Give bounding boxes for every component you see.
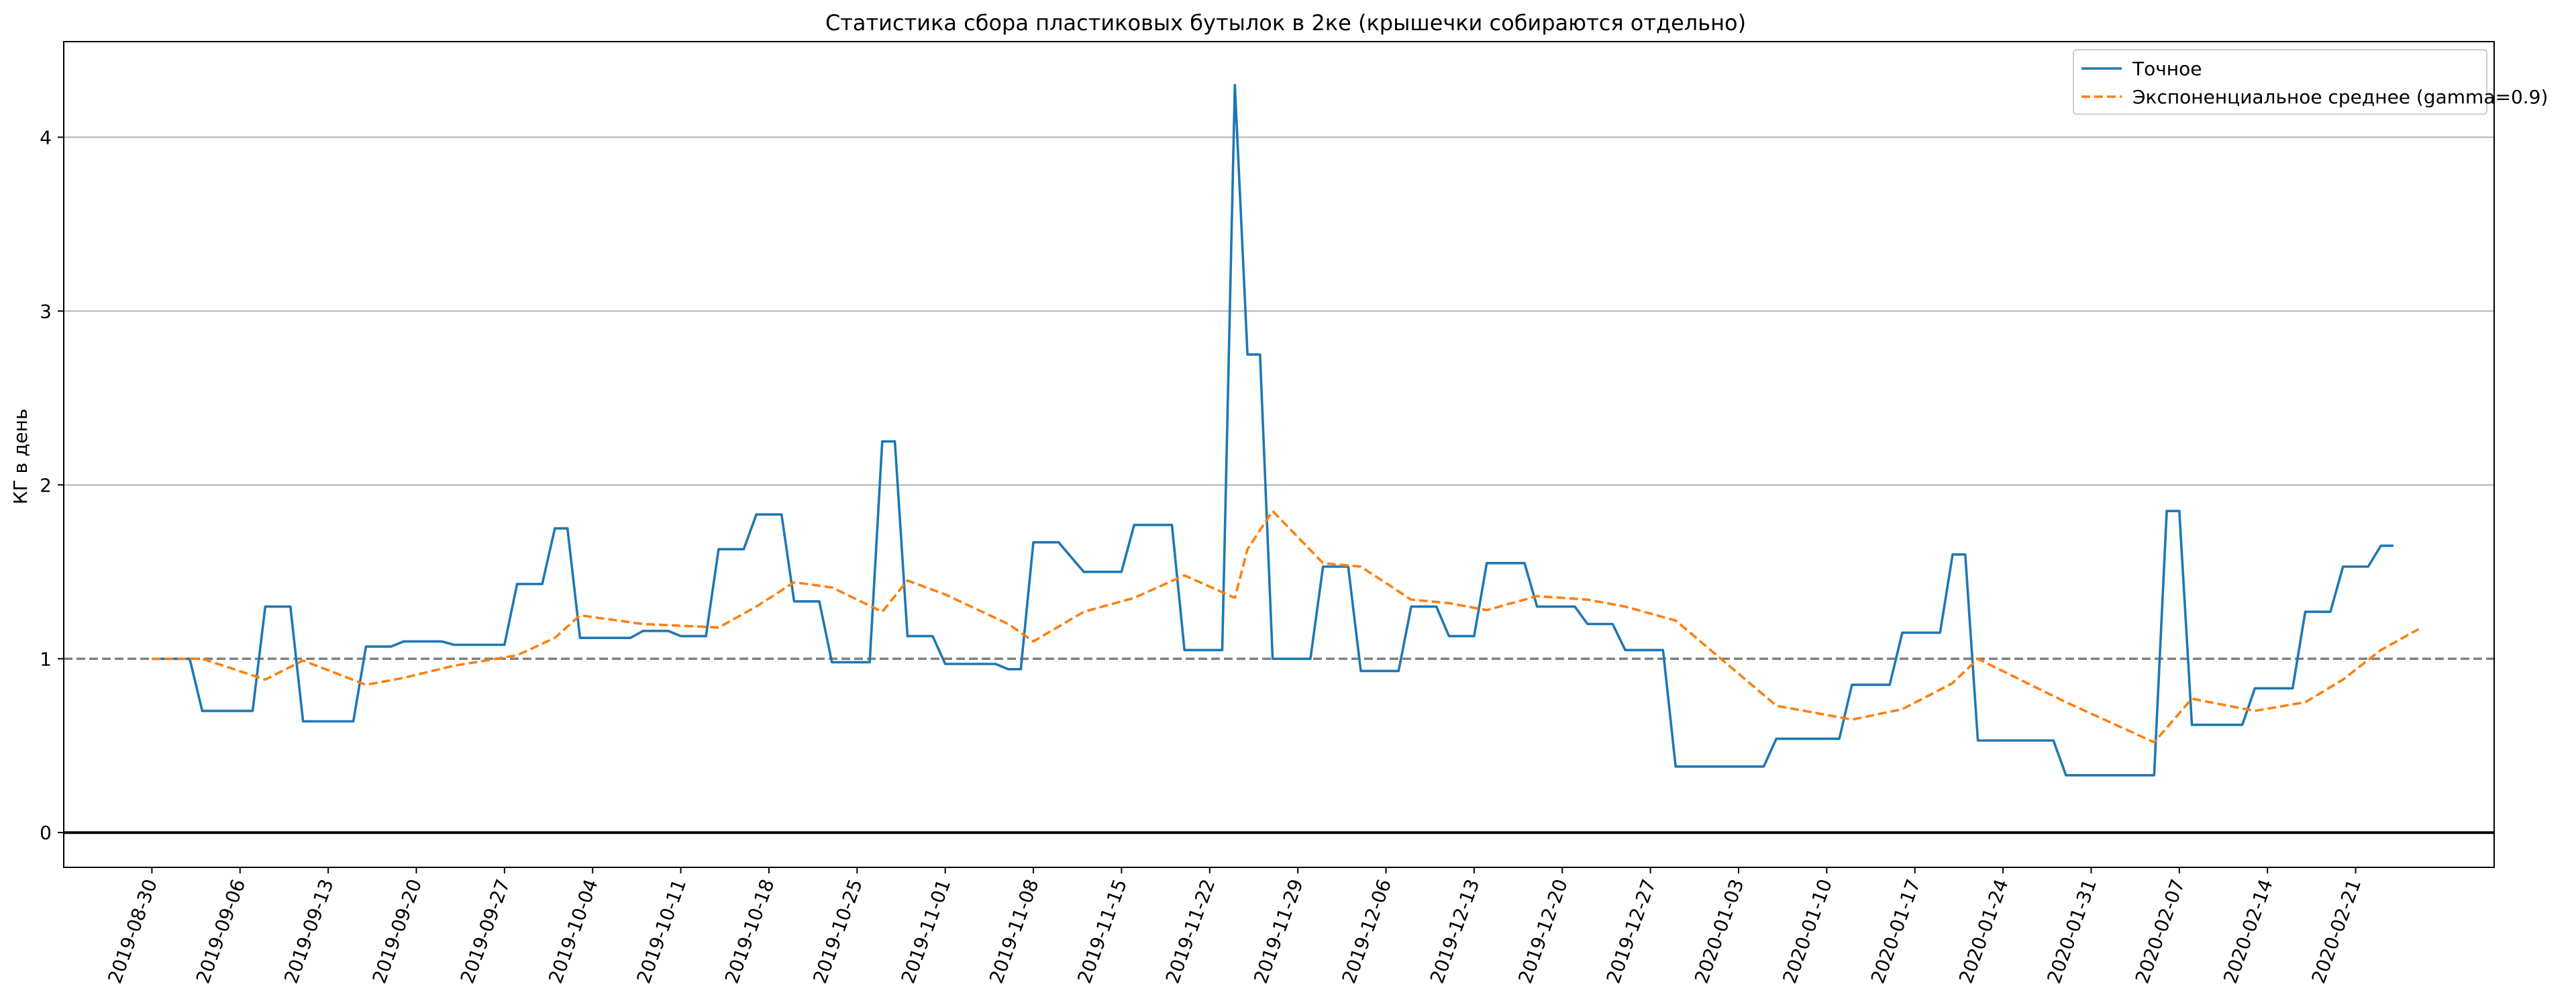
y-axis-label: КГ в день — [9, 409, 32, 505]
legend-label: Экспоненциальное среднее (gamma=0.9) — [2132, 86, 2548, 108]
y-tick-label: 0 — [40, 822, 52, 844]
legend-box — [2073, 49, 2487, 115]
legend: Точное Экспоненциальное среднее (gamma=0.… — [2073, 49, 2548, 115]
series-layer — [152, 83, 2420, 777]
legend-label: Точное — [2132, 58, 2202, 80]
y-tick-label: 4 — [40, 126, 52, 148]
y-axis: 0 1 2 3 4 — [40, 126, 64, 844]
y-tick-label: 2 — [40, 474, 52, 496]
grid-layer — [64, 136, 2494, 486]
y-tick-label: 1 — [40, 648, 52, 670]
series-line-ema — [152, 510, 2420, 744]
plot-frame — [63, 41, 2495, 868]
series-line-exact — [152, 83, 2393, 777]
chart-title: Статистика сбора пластиковых бутылок в 2… — [825, 10, 1746, 36]
y-tick-label: 3 — [40, 300, 52, 322]
